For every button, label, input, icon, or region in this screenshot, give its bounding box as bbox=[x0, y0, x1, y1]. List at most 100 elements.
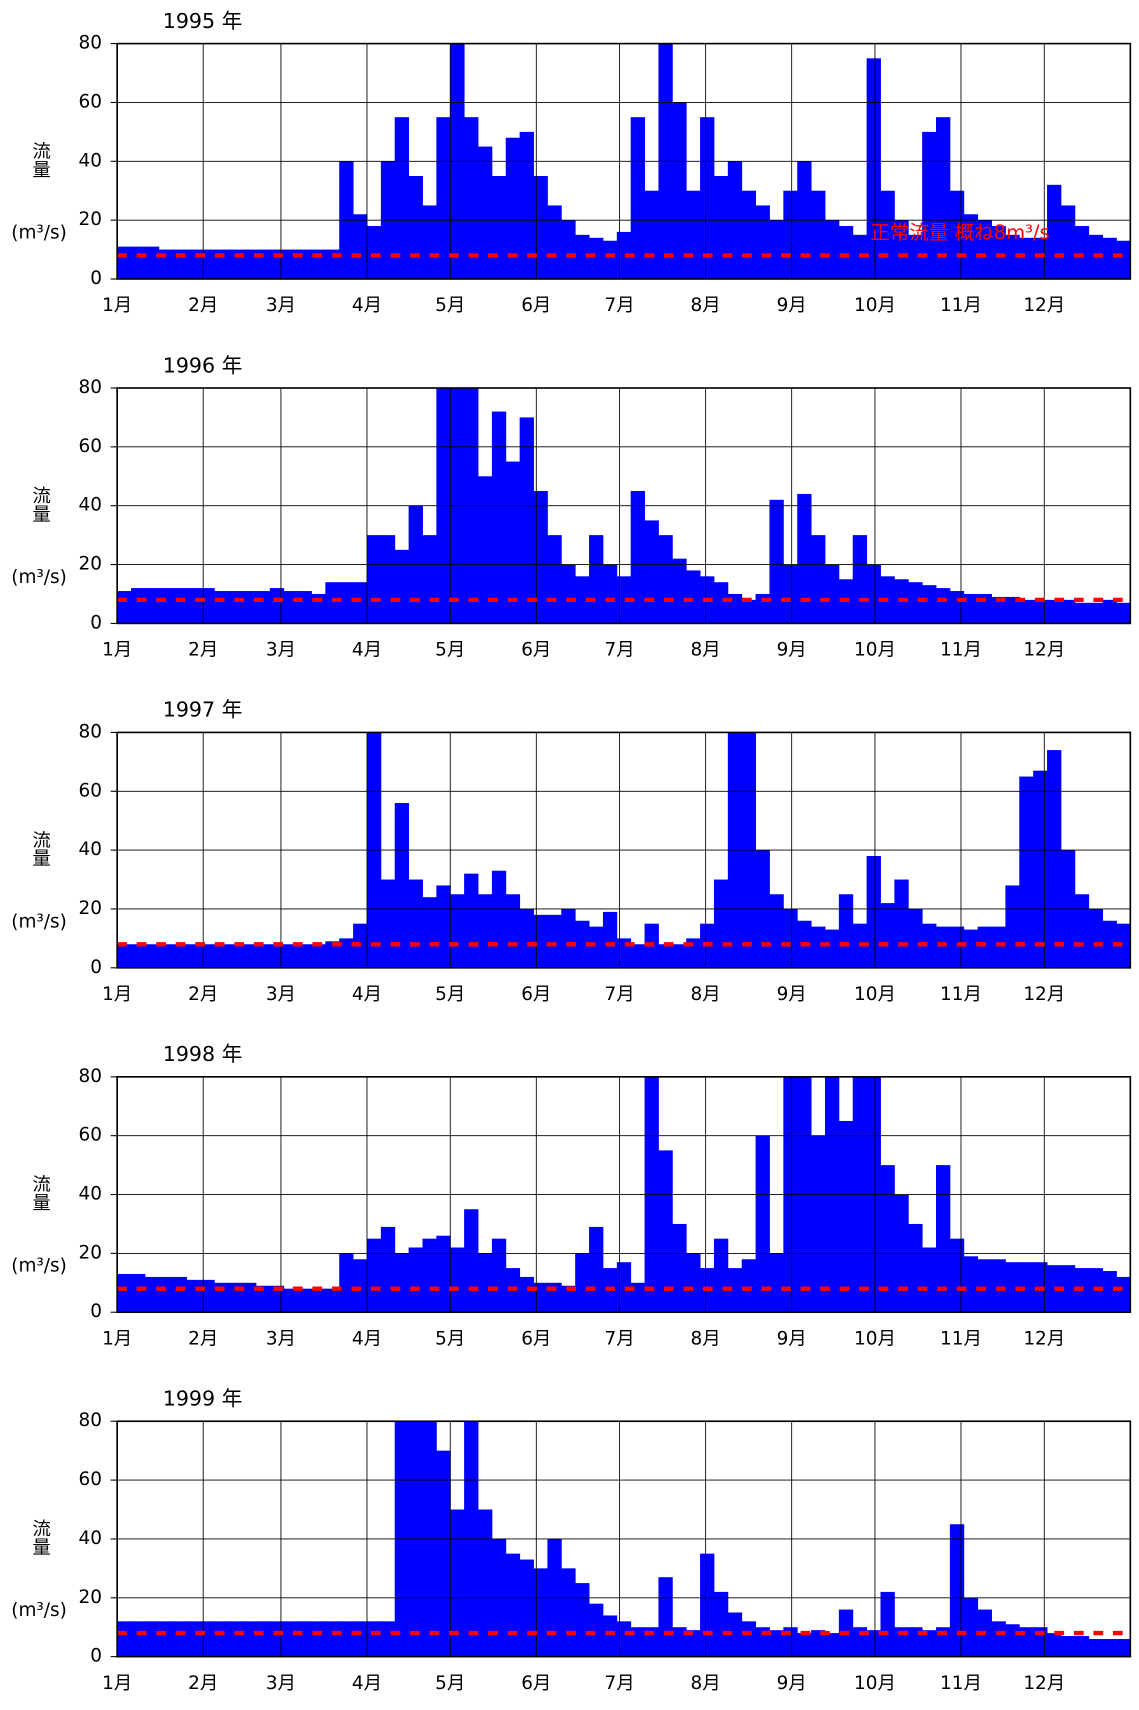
bar bbox=[1019, 776, 1034, 968]
bar bbox=[922, 923, 937, 968]
bar bbox=[713, 1238, 729, 1313]
bar bbox=[325, 1621, 340, 1657]
bar bbox=[533, 914, 548, 968]
plot-frame bbox=[116, 1076, 1132, 1314]
bar bbox=[353, 1621, 368, 1657]
bar bbox=[214, 1621, 229, 1657]
x-tick-label: 11月 bbox=[940, 640, 982, 661]
bar bbox=[117, 1273, 132, 1313]
bar bbox=[838, 226, 854, 279]
bar bbox=[131, 1273, 146, 1313]
bar bbox=[977, 220, 992, 279]
bar bbox=[575, 1253, 590, 1313]
bar bbox=[575, 1583, 590, 1657]
y-tick-label: 0 bbox=[90, 612, 102, 633]
x-tick-label: 3月 bbox=[266, 640, 296, 661]
x-tick-label: 1月 bbox=[102, 984, 132, 1005]
y-tick-label: 60 bbox=[78, 780, 101, 801]
bar bbox=[478, 1509, 493, 1657]
bar bbox=[713, 176, 729, 279]
bar bbox=[158, 1621, 174, 1657]
bar bbox=[491, 870, 507, 968]
bar bbox=[741, 1259, 757, 1313]
y-tick-label: 0 bbox=[90, 957, 102, 978]
y-tick-label: 20 bbox=[78, 554, 101, 575]
bar bbox=[616, 576, 632, 624]
bar bbox=[214, 944, 229, 968]
bar bbox=[561, 564, 576, 624]
bar bbox=[797, 493, 812, 624]
bar bbox=[131, 1621, 146, 1657]
bar bbox=[672, 1627, 687, 1657]
bar bbox=[769, 499, 784, 624]
bar bbox=[700, 1553, 715, 1657]
bar bbox=[880, 903, 895, 968]
bar bbox=[436, 117, 451, 279]
y-tick-label: 0 bbox=[90, 1301, 102, 1322]
bar bbox=[575, 920, 590, 968]
bar bbox=[755, 205, 770, 279]
bar bbox=[936, 926, 951, 968]
y-tick-label: 40 bbox=[78, 150, 101, 171]
bar bbox=[283, 591, 299, 624]
y-tick-label: 40 bbox=[78, 1184, 101, 1205]
bar bbox=[325, 1288, 340, 1313]
bar bbox=[422, 897, 437, 968]
bar bbox=[1047, 750, 1062, 968]
bar bbox=[1060, 205, 1076, 279]
x-tick-label: 9月 bbox=[777, 984, 807, 1005]
bar bbox=[464, 1209, 479, 1313]
bar bbox=[450, 1247, 465, 1313]
bar bbox=[311, 1288, 326, 1313]
bar bbox=[505, 461, 521, 624]
bar bbox=[158, 588, 174, 624]
bar bbox=[1060, 1265, 1076, 1313]
bar bbox=[1060, 1636, 1076, 1657]
bar bbox=[283, 1621, 299, 1657]
bar bbox=[519, 417, 534, 624]
bar bbox=[1033, 770, 1048, 968]
bar bbox=[824, 564, 840, 624]
bar bbox=[713, 879, 729, 968]
bar bbox=[186, 1621, 201, 1657]
bar bbox=[131, 588, 146, 624]
bar bbox=[144, 1621, 160, 1657]
y-tick-label: 80 bbox=[78, 1410, 101, 1431]
bar bbox=[228, 1621, 243, 1657]
x-tick-label: 9月 bbox=[777, 640, 807, 661]
bar bbox=[255, 591, 271, 624]
bar bbox=[1019, 237, 1034, 279]
bar bbox=[505, 137, 521, 279]
x-tick-label: 6月 bbox=[521, 984, 551, 1005]
y-tick-label: 80 bbox=[78, 1066, 101, 1087]
bar bbox=[589, 237, 604, 279]
x-tick-label: 9月 bbox=[777, 1328, 807, 1349]
y-axis-unit: (m³/s) bbox=[11, 567, 67, 588]
x-tick-label: 7月 bbox=[604, 1328, 634, 1349]
bar bbox=[866, 564, 881, 624]
y-tick-label: 60 bbox=[78, 1125, 101, 1146]
bar bbox=[880, 1591, 895, 1657]
y-tick-label: 60 bbox=[78, 91, 101, 112]
bar bbox=[1102, 1638, 1117, 1657]
y-tick-label: 40 bbox=[78, 495, 101, 516]
bar bbox=[811, 926, 826, 968]
bar bbox=[616, 231, 632, 279]
bar bbox=[630, 117, 645, 279]
bar bbox=[172, 588, 187, 624]
bar bbox=[658, 1150, 673, 1313]
bar bbox=[228, 944, 243, 968]
bar bbox=[117, 591, 132, 624]
x-tick-label: 10月 bbox=[854, 640, 896, 661]
bar bbox=[727, 1612, 743, 1657]
x-tick-label: 12月 bbox=[1023, 1673, 1065, 1694]
bar bbox=[297, 591, 312, 624]
bar bbox=[269, 944, 285, 968]
bar bbox=[602, 564, 618, 624]
bar bbox=[1033, 599, 1048, 624]
bar bbox=[589, 535, 604, 624]
y-axis-label: 流量 bbox=[30, 830, 51, 867]
bar bbox=[547, 205, 562, 279]
bar bbox=[963, 929, 979, 968]
